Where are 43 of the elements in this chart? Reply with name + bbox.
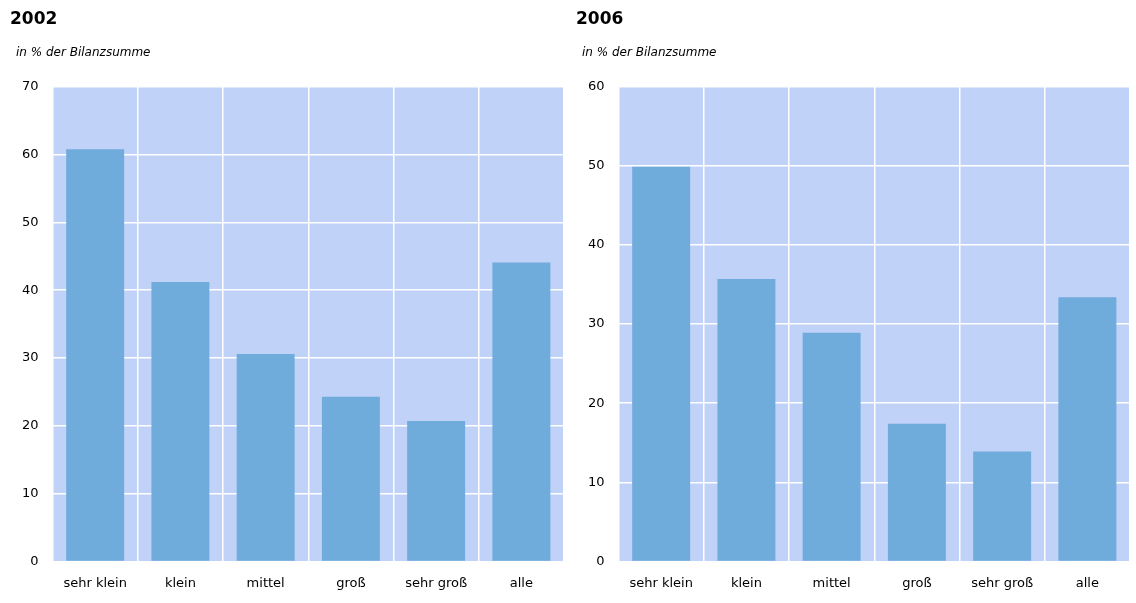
bar xyxy=(632,166,691,561)
y-axis-title: in % der Bilanzsumme xyxy=(16,45,151,59)
y-tick-label: 0 xyxy=(596,552,605,568)
bar xyxy=(66,149,125,561)
x-tick-label: mittel xyxy=(812,574,851,590)
y-axis-title: in % der Bilanzsumme xyxy=(582,45,717,59)
x-tick-label: groß xyxy=(336,574,366,590)
y-tick-label: 0 xyxy=(30,552,39,568)
x-tick-label: sehr klein xyxy=(629,574,693,590)
x-tick-label: mittel xyxy=(246,574,285,590)
bar xyxy=(407,421,466,561)
bar xyxy=(887,423,946,561)
x-tick-label: alle xyxy=(1075,574,1099,590)
x-tick-label: sehr groß xyxy=(405,574,468,590)
bar xyxy=(973,451,1032,561)
y-tick-label: 50 xyxy=(588,157,605,173)
x-tick-label: groß xyxy=(902,574,932,590)
x-tick-label: sehr klein xyxy=(63,574,127,590)
x-tick-label: klein xyxy=(730,574,762,590)
bar xyxy=(236,353,295,561)
x-tick-label: klein xyxy=(164,574,196,590)
y-tick-label: 20 xyxy=(22,417,39,433)
bar xyxy=(802,332,861,561)
y-tick-label: 10 xyxy=(22,484,39,500)
y-tick-label: 30 xyxy=(588,315,605,331)
bar xyxy=(717,279,776,561)
y-tick-label: 70 xyxy=(22,78,39,94)
x-tick-label: alle xyxy=(509,574,533,590)
y-tick-label: 50 xyxy=(22,213,39,229)
y-tick-label: 40 xyxy=(22,281,39,297)
y-tick-label: 60 xyxy=(588,78,605,94)
y-tick-label: 20 xyxy=(588,394,605,410)
y-tick-label: 30 xyxy=(22,349,39,365)
y-tick-label: 60 xyxy=(22,145,39,161)
y-tick-label: 10 xyxy=(588,473,605,489)
bar xyxy=(492,262,551,561)
chart-title: 2002 xyxy=(10,8,58,28)
y-tick-label: 40 xyxy=(588,236,605,252)
bar xyxy=(1058,297,1117,561)
bar xyxy=(321,396,380,561)
bar xyxy=(151,282,210,561)
chart-title: 2006 xyxy=(576,8,624,28)
x-tick-label: sehr groß xyxy=(971,574,1034,590)
